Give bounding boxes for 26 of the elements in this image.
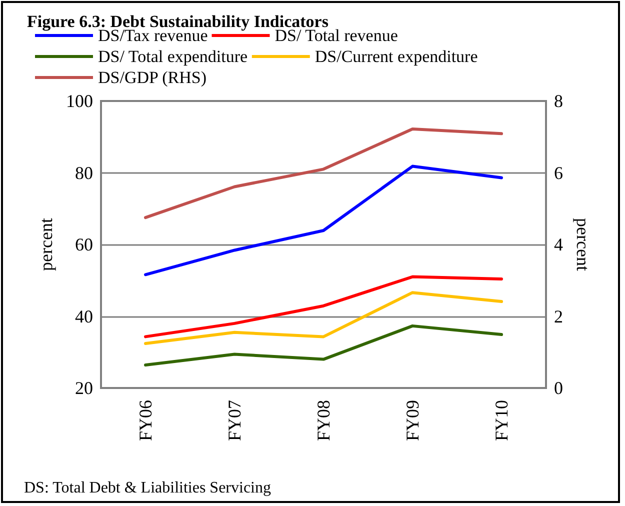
x-tick-label: FY09 <box>402 400 422 442</box>
y-tick-label: 40 <box>75 306 93 326</box>
y2-axis-title: percent <box>572 218 593 271</box>
y2-tick-label: 8 <box>554 91 563 111</box>
y-tick-label: 20 <box>75 378 93 398</box>
legend-label: DS/Current expenditure <box>314 47 478 66</box>
legend-label: DS/GDP (RHS) <box>98 68 206 87</box>
line-series <box>144 291 503 346</box>
text: DS: Total Debt & Liabilities Servicing <box>24 480 271 496</box>
line-series <box>144 127 503 220</box>
x-tick-label: FY08 <box>314 400 334 442</box>
line-series <box>144 275 503 338</box>
x-tick-label: FY10 <box>492 400 512 442</box>
y-tick-label: 80 <box>75 162 93 183</box>
y-tick-label: 60 <box>75 234 93 254</box>
y2-tick-label: 0 <box>554 378 563 398</box>
y-tick-label: 100 <box>66 91 93 111</box>
line-series <box>144 164 503 276</box>
legend-label: DS/ Total expenditure <box>98 47 248 66</box>
y2-tick-label: 6 <box>554 162 563 183</box>
line-series <box>144 324 503 367</box>
y2-tick-label: 2 <box>554 306 563 326</box>
y2-tick-label: 4 <box>554 234 563 254</box>
x-tick-label: FY07 <box>224 400 244 442</box>
x-tick-label: FY06 <box>136 400 156 442</box>
y-axis-title: percent <box>36 218 56 271</box>
